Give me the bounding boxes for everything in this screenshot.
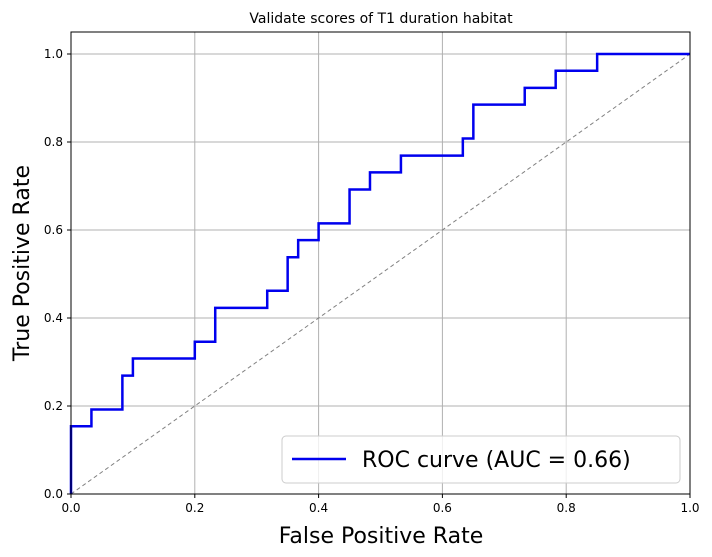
- y-tick-label: 1.0: [44, 47, 63, 61]
- y-axis-label: True Positive Rate: [10, 165, 35, 362]
- series-layer: [69, 52, 691, 495]
- y-tick-label: 0.0: [44, 487, 63, 501]
- x-tick-label: 0.8: [557, 501, 576, 515]
- x-tick-label: 0.4: [309, 501, 328, 515]
- legend-label-roc: ROC curve (AUC = 0.66): [362, 448, 631, 473]
- x-tick-label: 1.0: [680, 501, 699, 515]
- roc-curve-line: [69, 52, 690, 494]
- x-axis-label: False Positive Rate: [279, 524, 483, 549]
- x-tick-label: 0.2: [185, 501, 204, 515]
- y-tick-label: 0.2: [44, 399, 63, 413]
- chart-title: Validate scores of T1 duration habitat: [249, 11, 513, 27]
- y-tick-label: 0.6: [44, 223, 63, 237]
- plot-frame: [70, 31, 691, 495]
- y-tick-label: 0.8: [44, 135, 63, 149]
- chance-diagonal-line: [70, 53, 691, 495]
- legend: ROC curve (AUC = 0.66): [281, 435, 681, 484]
- ticks: 0.0 0.2 0.4 0.6 0.8 1.0 0.0 0.2 0.4 0.6 0.8 1.0: [44, 47, 700, 515]
- x-tick-label: 0.0: [61, 501, 80, 515]
- y-tick-label: 0.4: [44, 311, 63, 325]
- legend-box: [281, 435, 681, 484]
- grid: [70, 32, 691, 495]
- x-tick-label: 0.6: [433, 501, 452, 515]
